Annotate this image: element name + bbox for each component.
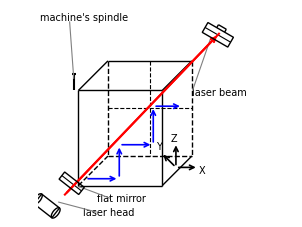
- Text: X: X: [199, 165, 205, 175]
- Text: Z: Z: [170, 134, 177, 144]
- Text: laser head: laser head: [83, 207, 134, 217]
- Text: Y: Y: [156, 142, 161, 152]
- Text: laser beam: laser beam: [192, 87, 246, 97]
- Text: machine's spindle: machine's spindle: [40, 13, 128, 23]
- Text: flat mirror: flat mirror: [97, 194, 146, 203]
